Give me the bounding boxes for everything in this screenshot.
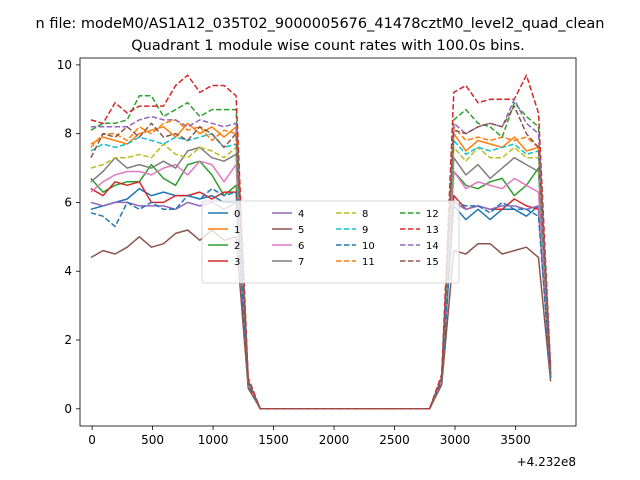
legend-label: 6: [298, 241, 304, 252]
series-layer: [90, 74, 552, 410]
x-tick-label: 2500: [379, 433, 410, 447]
legend-label: 2: [234, 241, 240, 252]
y-tick-label: 0: [64, 402, 72, 416]
legend-label: 8: [362, 209, 368, 220]
legend-label: 7: [298, 257, 304, 268]
legend-label: 9: [362, 225, 368, 236]
x-offset-label: +4.232e8: [517, 455, 576, 469]
y-tick-label: 4: [64, 264, 72, 278]
legend-label: 13: [426, 225, 439, 236]
x-tick-label: 1500: [258, 433, 289, 447]
series-line-9: [90, 132, 552, 410]
y-tick-label: 10: [57, 58, 72, 72]
figure-suptitle: n file: modeM0/AS1A12_035T02_9000005676_…: [36, 16, 605, 32]
y-tick-label: 6: [64, 195, 72, 209]
y-tick-label: 8: [64, 127, 72, 141]
x-tick-label: 3000: [440, 433, 471, 447]
x-tick-label: 0: [88, 433, 96, 447]
legend-label: 15: [426, 257, 439, 268]
legend-label: 11: [362, 257, 375, 268]
legend-frame: [201, 200, 460, 284]
x-tick-label: 3500: [500, 433, 531, 447]
x-tick-label: 2000: [319, 433, 350, 447]
legend-label: 3: [234, 257, 240, 268]
chart-title: Quadrant 1 module wise count rates with …: [131, 38, 525, 54]
legend-label: 0: [234, 209, 240, 220]
legend-label: 12: [426, 209, 439, 220]
legend-label: 14: [426, 241, 439, 252]
legend-label: 5: [298, 225, 304, 236]
legend-label: 10: [362, 241, 375, 252]
legend-label: 1: [234, 225, 240, 236]
x-tick-label: 500: [141, 433, 164, 447]
plot-frame: [79, 57, 577, 427]
legend-label: 4: [298, 209, 304, 220]
series-line-15: [90, 105, 552, 410]
x-tick-label: 1000: [198, 433, 229, 447]
y-tick-label: 2: [64, 333, 72, 347]
